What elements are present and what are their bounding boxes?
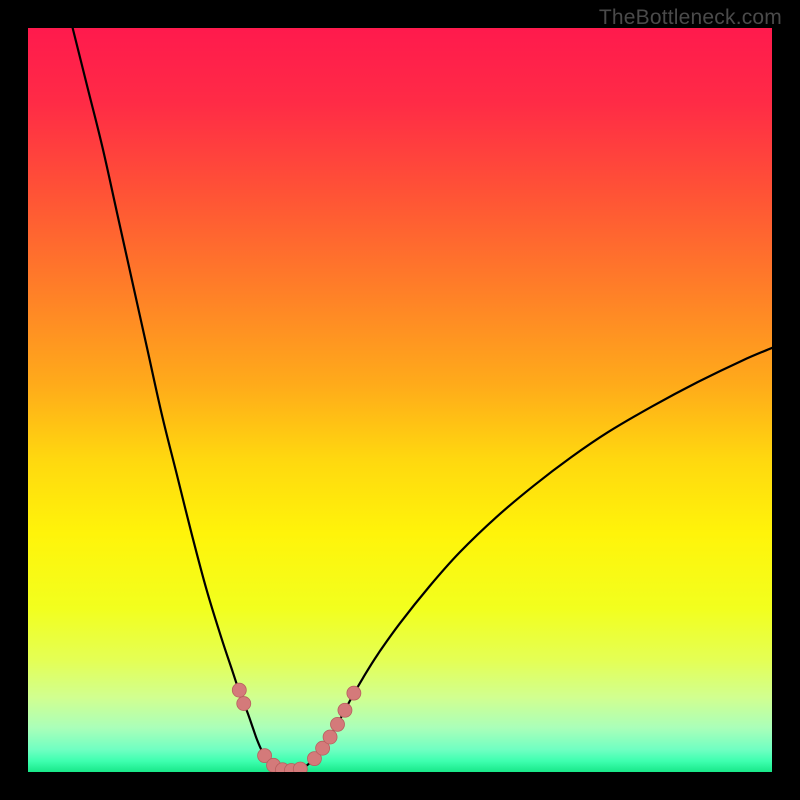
data-marker [293,762,307,772]
data-marker [347,686,361,700]
chart-svg [28,28,772,772]
data-marker [338,703,352,717]
chart-background [28,28,772,772]
data-marker [232,683,246,697]
data-marker [331,717,345,731]
bottleneck-chart [28,28,772,772]
watermark-text: TheBottleneck.com [599,6,782,30]
data-marker [237,697,251,711]
data-marker [323,730,337,744]
